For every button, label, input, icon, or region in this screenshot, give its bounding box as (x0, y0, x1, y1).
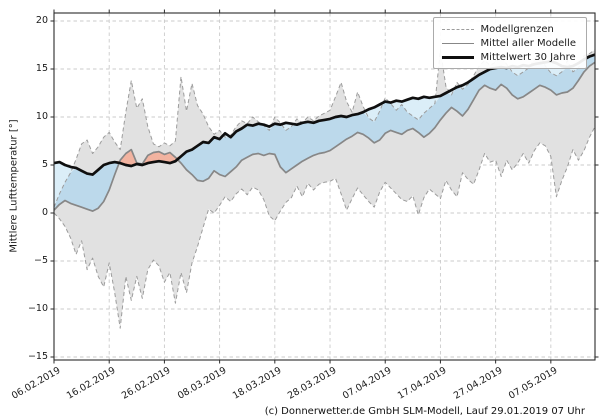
gray-line-icon (441, 42, 474, 44)
y-tick-label: 15 (35, 63, 48, 74)
y-tick-label: −10 (27, 303, 48, 314)
y-tick-label: −15 (27, 351, 48, 362)
copyright-text: (c) Donnerwetter.de GmbH SLM-Modell, Lau… (264, 406, 585, 417)
legend-item-30y-mean: Mittelwert 30 Jahre (441, 50, 576, 64)
legend-label: Mittelwert 30 Jahre (480, 51, 576, 63)
y-tick-label: −5 (33, 255, 48, 266)
legend-label: Mittel aller Modelle (480, 37, 576, 49)
y-tick-label: 20 (35, 15, 48, 26)
y-tick-label: 0 (41, 207, 48, 218)
y-tick-label: 5 (41, 159, 48, 170)
black-line-icon (441, 55, 474, 59)
legend-item-model-bounds: Modellgrenzen (441, 22, 576, 36)
legend: Modellgrenzen Mittel aller Modelle Mitte… (432, 17, 587, 69)
y-axis-title: Mittlere Lufttemperatur [°] (8, 119, 20, 253)
legend-label: Modellgrenzen (480, 23, 554, 35)
dashed-line-icon (441, 28, 474, 30)
legend-item-model-mean: Mittel aller Modelle (441, 36, 576, 50)
y-tick-label: 10 (35, 111, 48, 122)
